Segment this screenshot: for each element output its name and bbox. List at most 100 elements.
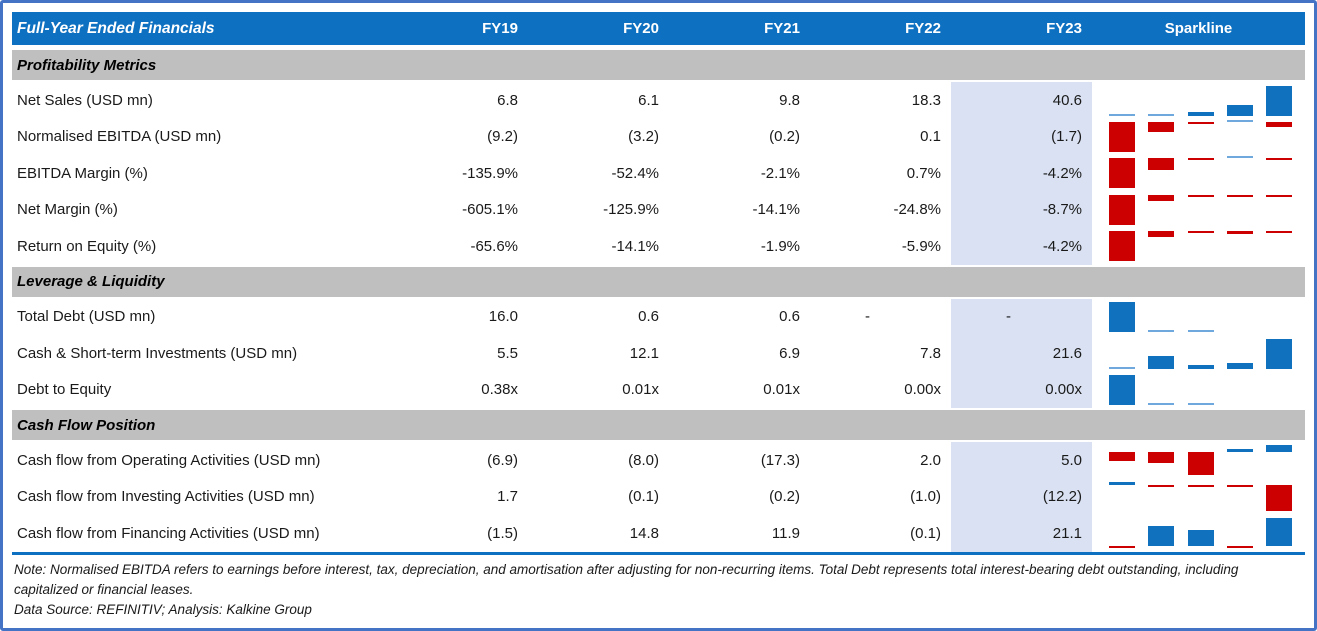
sparkline-slot: [1220, 335, 1259, 372]
sparkline-bar-positive: [1266, 85, 1293, 116]
sparkline-bar-positive: [1226, 104, 1253, 116]
sparkline-slot: [1260, 515, 1299, 552]
sparkline-bar-negative: [1108, 194, 1135, 225]
sparkline-bar-negative: [1266, 158, 1293, 161]
metric-label: Cash flow from Operating Activities (USD…: [17, 451, 321, 469]
section-header-label: Cash Flow Position: [17, 416, 156, 434]
sparkline-slot: [1220, 82, 1259, 119]
sparkline-slot: [1102, 155, 1141, 192]
sparkline-bar-negative: [1148, 158, 1175, 170]
value-cell-fy22: 18.3: [911, 91, 941, 109]
column-header-fy22: FY22: [905, 20, 941, 37]
sparkline-bar-negative: [1187, 194, 1214, 197]
value-cell-fy22: (0.1): [910, 524, 941, 542]
value-cell-fy20: 6.1: [638, 91, 659, 109]
sparkline-bar-positive: [1148, 355, 1175, 369]
value-cell-fy21: -14.1%: [752, 201, 800, 219]
sparkline-bar-positive: [1226, 119, 1253, 122]
sparkline: [1092, 479, 1305, 516]
sparkline-slot: [1260, 192, 1299, 229]
value-cell-fy19: 16.0: [488, 308, 518, 326]
sparkline-slot: [1102, 442, 1141, 479]
sparkline-slot: [1102, 82, 1141, 119]
data-source-text: Data Source: REFINITIV; Analysis: Kalkin…: [14, 602, 312, 617]
column-header-fy21: FY21: [764, 20, 800, 37]
metric-label: Debt to Equity: [17, 381, 112, 399]
sparkline-slot: [1141, 119, 1180, 156]
bottom-separator-line: [12, 551, 1305, 555]
sparkline-bar-positive: [1226, 363, 1253, 369]
financials-table: Full-Year Ended Financials FY19 FY20 FY2…: [12, 12, 1305, 552]
value-cell-fy20: 0.6: [638, 308, 659, 326]
sparkline-slot: [1141, 299, 1180, 336]
sparkline-bar-negative: [1187, 121, 1214, 124]
sparkline-bar-positive: [1187, 530, 1214, 546]
sparkline-slot: [1260, 119, 1299, 156]
value-cell-fy20: 12.1: [629, 344, 659, 362]
sparkline-bar-positive: [1266, 338, 1293, 369]
sparkline: [1092, 119, 1305, 156]
sparkline-slot: [1141, 155, 1180, 192]
metric-label: Normalised EBITDA (USD mn): [17, 128, 222, 146]
value-cell-fy21: 6.9: [779, 344, 800, 362]
metric-label: Total Debt (USD mn): [17, 308, 156, 326]
value-cell-fy22: 0.00x: [904, 381, 941, 399]
value-cell-fy23: 21.1: [951, 515, 1092, 552]
sparkline-bar-positive: [1266, 445, 1293, 452]
sparkline-bar-positive: [1187, 365, 1214, 369]
sparkline-bar-negative: [1108, 451, 1135, 462]
value-cell-fy20: -14.1%: [611, 237, 659, 255]
sparkline-bar-positive: [1266, 518, 1293, 546]
table-title: Full-Year Ended Financials: [17, 19, 215, 37]
table-row: Cash flow from Financing Activities (USD…: [12, 515, 1305, 552]
value-cell-fy19: (9.2): [487, 128, 518, 146]
table-row: Net Margin (%) -605.1% -125.9% -14.1% -24.8%…: [12, 191, 1305, 229]
value-cell-fy20: 14.8: [629, 524, 659, 542]
table-row: Normalised EBITDA (USD mn) (9.2) (3.2) (0.2…: [12, 118, 1305, 156]
sparkline-bar-positive: [1187, 403, 1214, 405]
value-cell-fy22: 0.1: [920, 128, 941, 146]
value-cell-fy23: -4.2%: [951, 155, 1092, 192]
sparkline-slot: [1220, 442, 1259, 479]
sparkline-bar-positive: [1148, 403, 1175, 405]
metric-label: Cash & Short-term Investments (USD mn): [17, 344, 298, 362]
value-cell-fy22: (1.0): [910, 488, 941, 506]
sparkline-slot: [1220, 299, 1259, 336]
table-row: Cash flow from Operating Activities (USD…: [12, 442, 1305, 479]
value-cell-fy19: 5.5: [497, 344, 518, 362]
sparkline: [1092, 299, 1305, 336]
sparkline-bar-negative: [1266, 231, 1293, 233]
sparkline-bar-negative: [1108, 158, 1135, 188]
value-cell-fy21: -1.9%: [760, 237, 800, 255]
sparkline-bar-negative: [1108, 546, 1135, 548]
sparkline-bar-positive: [1108, 366, 1135, 369]
sparkline-bar-negative: [1266, 194, 1293, 197]
value-cell-fy23: -4.2%: [951, 228, 1092, 265]
sparkline-bar-positive: [1226, 156, 1253, 159]
sparkline-slot: [1220, 372, 1259, 409]
sparkline-slot: [1260, 335, 1299, 372]
sparkline-slot: [1181, 515, 1220, 552]
note-text: Note: Normalised EBITDA refers to earnin…: [14, 561, 1239, 597]
sparkline-slot: [1220, 479, 1259, 516]
sparkline: [1092, 335, 1305, 372]
sparkline-slot: [1141, 372, 1180, 409]
table-row: EBITDA Margin (%) -135.9% -52.4% -2.1% 0.7% -…: [12, 155, 1305, 192]
sparkline-bar-positive: [1108, 302, 1135, 332]
value-cell-fy20: -125.9%: [603, 201, 659, 219]
value-cell-fy20: (3.2): [628, 128, 659, 146]
sparkline-slot: [1181, 228, 1220, 265]
value-cell-fy21: 11.9: [771, 524, 800, 542]
sparkline-slot: [1141, 515, 1180, 552]
value-cell-fy23: 5.0: [951, 442, 1092, 479]
sparkline-slot: [1260, 82, 1299, 119]
column-header-fy23: FY23: [1046, 20, 1082, 37]
value-cell-fy21: (0.2): [769, 488, 800, 506]
sparkline-slot: [1141, 228, 1180, 265]
sparkline-slot: [1260, 372, 1299, 409]
section-header-label: Leverage & Liquidity: [17, 273, 165, 290]
value-cell-fy19: -135.9%: [462, 164, 518, 182]
sparkline: [1092, 228, 1305, 265]
sparkline-slot: [1220, 119, 1259, 156]
